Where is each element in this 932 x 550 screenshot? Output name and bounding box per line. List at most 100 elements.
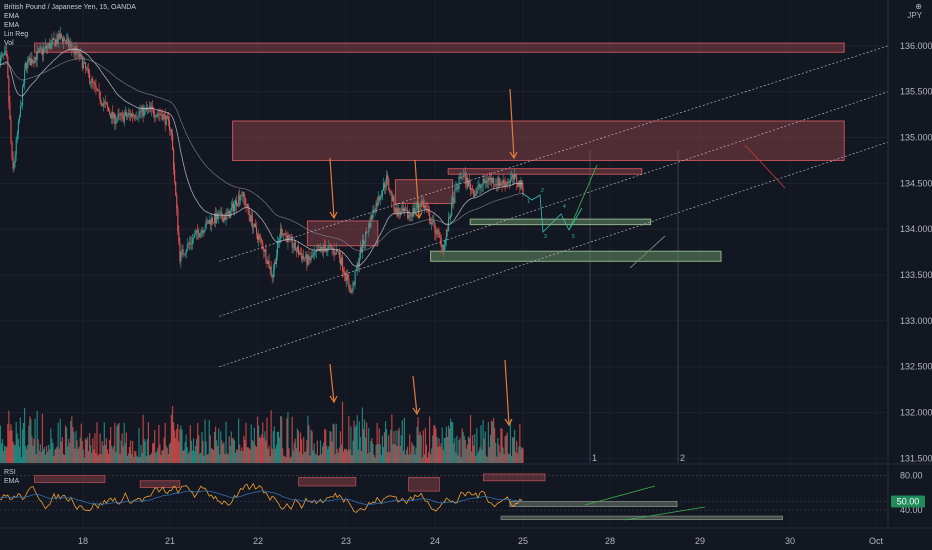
study-ema-1[interactable]: EMA xyxy=(4,13,20,20)
volume-bar xyxy=(58,448,60,463)
candle-body xyxy=(373,209,375,213)
rsi-trend-line xyxy=(624,506,706,521)
candle-body xyxy=(175,181,177,195)
candle-body xyxy=(452,197,454,202)
settings-icon[interactable]: ⊕ xyxy=(915,2,922,11)
candle-body xyxy=(303,255,305,259)
candle-body xyxy=(206,220,208,222)
volume-bar xyxy=(445,426,448,463)
candle-body xyxy=(519,180,521,189)
candle-body xyxy=(87,68,89,70)
volume-bar xyxy=(419,431,421,463)
price-zones xyxy=(34,42,845,262)
volume-bar xyxy=(104,445,106,463)
candle-body xyxy=(220,212,222,214)
volume-bar xyxy=(381,435,383,463)
candle-body xyxy=(151,106,153,110)
rsi-zone xyxy=(509,501,678,507)
volume-bar xyxy=(36,410,38,463)
candle-body xyxy=(502,180,504,185)
volume-bar xyxy=(178,441,180,463)
volume-bar xyxy=(103,422,105,463)
resistance-zone xyxy=(306,220,379,247)
volume-bar xyxy=(54,449,56,463)
candle-body xyxy=(481,185,483,186)
volume-bar xyxy=(283,456,285,463)
volume-bar xyxy=(14,445,16,463)
candle-body xyxy=(201,230,203,232)
volume-bar xyxy=(480,425,482,463)
candle-body xyxy=(432,220,434,223)
volume-bar xyxy=(205,441,207,463)
resistance-zone xyxy=(232,120,845,161)
candle-body xyxy=(13,162,15,169)
candle-body xyxy=(505,181,507,187)
volume-bar xyxy=(141,452,143,463)
candle-body xyxy=(377,196,379,206)
candle-body xyxy=(296,246,299,252)
candle-body xyxy=(100,101,102,104)
candle-body xyxy=(300,253,302,255)
volume-bar xyxy=(35,454,37,463)
arrow-down xyxy=(509,88,515,159)
volume-bar xyxy=(304,452,306,463)
candle-body xyxy=(339,257,342,265)
candle-body xyxy=(7,56,9,78)
candle-body xyxy=(54,39,56,46)
candle-body xyxy=(289,236,291,237)
volume-bar xyxy=(208,420,210,463)
arrow-down-head xyxy=(329,211,338,220)
resistance-zone xyxy=(34,42,845,53)
study-volume[interactable]: Vol xyxy=(4,40,14,47)
volume-bar xyxy=(253,427,255,463)
candle-body xyxy=(46,45,48,49)
volume-bar xyxy=(68,438,70,463)
candle-body xyxy=(367,231,369,233)
volume-bar xyxy=(135,451,137,463)
volume-bar xyxy=(349,449,351,463)
volume-bar xyxy=(158,424,160,463)
regression-channel-line xyxy=(219,141,889,368)
volume-bar xyxy=(96,422,98,463)
candle-body xyxy=(3,54,5,55)
volume-bar xyxy=(263,437,265,463)
volume-bar xyxy=(223,442,225,463)
candle-body xyxy=(343,270,345,273)
candle-body xyxy=(255,227,258,234)
volume-bar xyxy=(468,437,471,463)
candle-body xyxy=(190,243,193,245)
candle-body xyxy=(491,177,493,183)
candle-body xyxy=(359,247,361,259)
candle-body xyxy=(370,215,372,228)
candle-body xyxy=(224,216,226,220)
volume-bar xyxy=(216,440,218,463)
volume-bar xyxy=(455,452,457,463)
study-linreg[interactable]: Lin Reg xyxy=(4,31,29,38)
study-ema-2[interactable]: EMA xyxy=(4,22,20,29)
volume-bar xyxy=(19,417,21,463)
candle-body xyxy=(268,260,270,269)
arrow-down-head xyxy=(509,151,518,160)
candle-body xyxy=(122,113,124,122)
study-rsi-ema[interactable]: EMA xyxy=(4,478,20,485)
volume-bar xyxy=(352,440,354,463)
study-rsi[interactable]: RSI xyxy=(4,469,16,476)
candle-body xyxy=(482,178,484,186)
volume-bar xyxy=(147,422,150,463)
volume-bar xyxy=(227,454,229,463)
volume-bar xyxy=(396,446,398,463)
candle-body xyxy=(308,255,310,259)
rsi-line xyxy=(0,482,523,513)
volume-bar xyxy=(314,453,316,463)
arrow-down xyxy=(329,157,335,219)
volume-bar xyxy=(86,437,89,463)
candle-body xyxy=(422,201,424,208)
volume-bar xyxy=(87,451,90,463)
candle-body xyxy=(121,113,123,114)
candle-body xyxy=(327,246,329,250)
candle-body xyxy=(168,120,170,131)
candle-body xyxy=(71,44,73,49)
candle-body xyxy=(253,223,255,227)
candle-body xyxy=(464,173,466,185)
